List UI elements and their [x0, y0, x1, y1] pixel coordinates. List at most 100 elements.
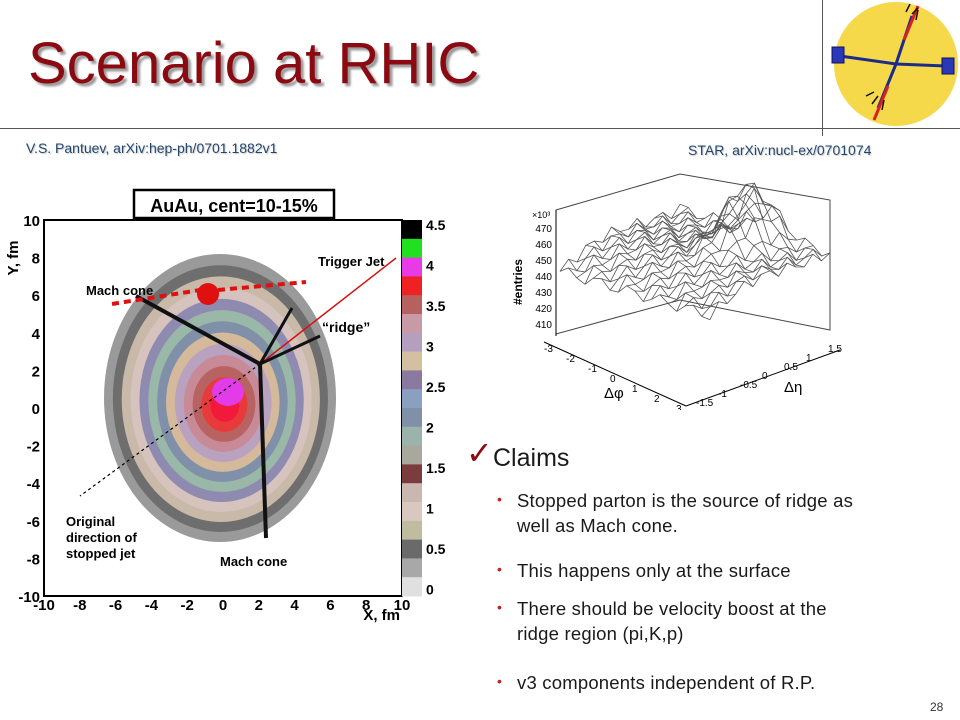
claim-item-4: v3 components independent of R.P.	[517, 670, 955, 695]
stopped-parton-dot	[197, 283, 219, 305]
mesh-line	[626, 217, 748, 287]
mesh-line	[601, 219, 722, 283]
z-tick-label: 420	[535, 304, 552, 315]
figure-header-box	[132, 188, 336, 220]
eta-tick-label: 0.5	[784, 362, 798, 373]
claim-item-3: There should be velocity boost at the ri…	[517, 596, 955, 646]
colorbar-swatch	[402, 351, 422, 371]
claim-item-4-line-1: v3 components independent of R.P.	[517, 672, 816, 693]
eta-tick-label: 1.5	[828, 344, 842, 355]
mesh-line	[559, 204, 681, 272]
jet-collision-logo	[831, 2, 958, 126]
mesh-line	[709, 252, 831, 320]
bullet-icon: •	[497, 599, 502, 615]
x-tick-label: 2	[255, 597, 263, 614]
colorbar-swatch	[402, 426, 422, 447]
colorbar-swatch	[402, 483, 422, 503]
reference-right: STAR, arXiv:nucl-ex/0701074	[688, 142, 872, 158]
mesh-line	[651, 182, 772, 300]
z-tick-label: 410	[535, 320, 552, 331]
phi-tick-label: 0	[610, 374, 616, 385]
x-tick-label: -4	[145, 597, 159, 614]
mesh-line	[593, 212, 714, 279]
colorbar-swatch	[402, 408, 422, 428]
colorbar-tick-label: 2	[426, 420, 434, 436]
mesh-line	[576, 211, 697, 279]
colorbar-tick-label: 3	[426, 339, 434, 355]
mesh-line	[659, 187, 781, 298]
mach-cone-bottom-label: Mach cone	[220, 554, 287, 569]
colorbar-swatch	[402, 276, 422, 296]
y-tick-label: 4	[32, 326, 41, 343]
mesh-line	[617, 223, 739, 293]
claim-item-2-line-1: This happens only at the surface	[517, 560, 791, 581]
claim-item-1: Stopped parton is the source of ridge as…	[517, 488, 955, 538]
bullet-icon: •	[497, 561, 502, 577]
phi-axis-label: Δφ	[604, 385, 624, 402]
original-direction-label-3: stopped jet	[66, 546, 136, 561]
colorbar-swatch	[402, 238, 422, 259]
x-tick-label: 0	[219, 597, 227, 614]
original-direction-label-2: direction of	[66, 530, 137, 545]
ridge-arrows	[258, 307, 321, 366]
original-direction-line	[79, 363, 261, 497]
colorbar	[402, 220, 422, 597]
z-tick-label: 450	[535, 256, 552, 267]
original-direction-label-1: Original	[66, 514, 115, 529]
y-tick-label: 0	[32, 401, 40, 418]
colorbar-swatch	[402, 558, 422, 578]
y-tick-label: 8	[32, 251, 40, 268]
x-tick-label: -2	[181, 597, 194, 614]
trigger-jet-label: Trigger Jet	[318, 254, 385, 269]
page-number: 28	[930, 700, 944, 714]
phi-tick-label: -3	[544, 344, 553, 355]
phi-axis	[543, 341, 687, 407]
colorbar-tick-label: 2.5	[426, 379, 446, 395]
velocity-arrow	[111, 280, 307, 306]
density-core	[212, 378, 244, 406]
x-tick-label: 8	[362, 597, 370, 614]
mesh-line	[676, 231, 797, 312]
z-tick-label: 430	[535, 288, 552, 299]
claims-heading: Claims	[493, 444, 570, 472]
x-tick-label: -8	[73, 597, 86, 614]
y-axis-label: Y, fm	[5, 240, 22, 275]
y-tick-label: -8	[27, 551, 40, 568]
phi-tick-label: 3	[676, 404, 682, 410]
header-divider	[0, 128, 960, 129]
colorbar-swatch	[402, 502, 422, 522]
colorbar-swatch	[402, 539, 422, 559]
eta-tick-labels: -1.5 -1 -0.5 0 0.5 1 1.5	[696, 344, 842, 409]
reference-left: V.S. Pantuev, arXiv:hep-ph/0701.1882v1	[26, 140, 278, 156]
y-tick-label: -2	[27, 439, 40, 456]
z-tick-label: 470	[535, 224, 552, 235]
claim-item-2: This happens only at the surface	[517, 558, 955, 583]
mesh-line	[701, 248, 822, 317]
figure-header: AuAu, cent=10-15%	[150, 196, 318, 216]
x-tick-labels: -10 -8 -6 -4 -2 0 2 4 6 8 10	[33, 597, 410, 614]
mesh-line	[634, 210, 756, 292]
x-tick-label: 4	[290, 597, 299, 614]
claim-item-3-line-2: ridge region (pi,K,p)	[517, 623, 684, 644]
eta-axis-label: Δη	[784, 379, 802, 396]
x-tick-label: 6	[326, 597, 334, 614]
y-tick-label: 6	[32, 288, 40, 305]
mesh-line	[693, 245, 814, 309]
colorbar-swatch	[402, 370, 422, 390]
colorbar-swatch	[402, 314, 422, 334]
eta-tick-label: -0.5	[740, 380, 758, 391]
phi-tick-label: 2	[654, 394, 660, 405]
colorbar-tick-label: 3.5	[426, 298, 446, 314]
mesh-line	[609, 222, 731, 291]
phi-tick-label: 1	[632, 384, 638, 395]
mesh-line	[568, 207, 689, 272]
colorbar-tick-label: 0.5	[426, 541, 446, 557]
ridge-label: “ridge”	[322, 319, 370, 335]
correlation-surface-figure: 470 460 450 440 430 420 410 ×10³ #entries -3 -2…	[511, 173, 842, 410]
mesh-line	[668, 215, 789, 305]
colorbar-tick-label: 1	[426, 501, 434, 517]
colorbar-tick-label: 0	[426, 582, 434, 598]
y-tick-label: -4	[27, 476, 41, 493]
colorbar-swatch	[402, 295, 422, 315]
y-tick-label: 2	[32, 363, 40, 380]
